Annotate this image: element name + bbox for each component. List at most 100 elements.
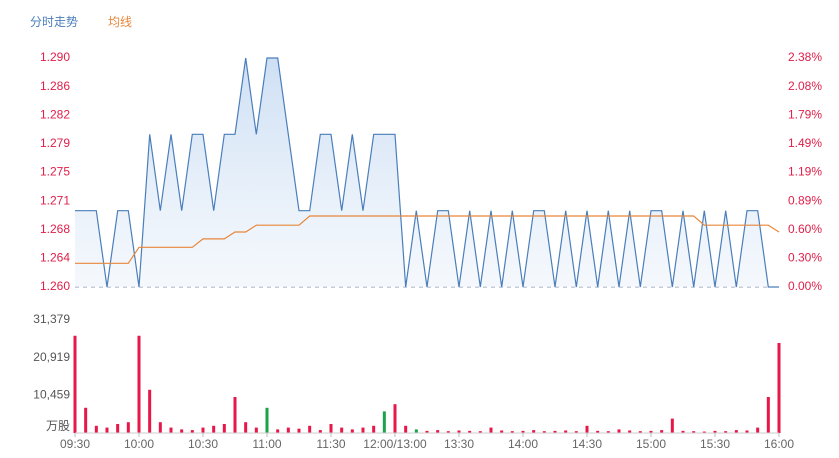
volume-bar <box>489 427 493 433</box>
x-tick-label: 12:00/13:00 <box>363 437 427 451</box>
volume-bar <box>564 430 568 433</box>
y2-tick-label: 1.19% <box>788 165 822 179</box>
volume-bar <box>702 431 706 433</box>
volume-bar <box>126 422 130 433</box>
volume-bar <box>542 431 546 433</box>
volume-tick-label: 10,459 <box>33 388 70 402</box>
y2-tick-label: 2.08% <box>788 79 822 93</box>
volume-bar <box>649 430 653 433</box>
volume-bar <box>190 430 194 433</box>
volume-bar <box>745 430 749 433</box>
volume-bar <box>670 418 674 433</box>
volume-bar <box>158 422 162 433</box>
volume-bar <box>265 407 269 433</box>
volume-bar <box>681 430 685 433</box>
x-tick-label: 16:00 <box>764 437 794 451</box>
volume-bar <box>436 430 440 433</box>
y-tick-label: 1.264 <box>40 251 70 265</box>
volume-bar <box>660 430 664 433</box>
volume-bar <box>73 335 77 433</box>
volume-bar <box>425 430 429 433</box>
volume-bar <box>500 430 504 433</box>
volume-bar <box>148 389 152 433</box>
y-tick-label: 1.268 <box>40 222 70 236</box>
y2-tick-label: 0.60% <box>788 222 822 236</box>
volume-bar <box>361 427 365 433</box>
volume-bar <box>638 431 642 433</box>
volume-bar <box>734 430 738 433</box>
x-tick-label: 09:30 <box>60 437 90 451</box>
x-tick-label: 10:00 <box>124 437 154 451</box>
volume-tick-label: 万股 <box>46 419 70 433</box>
y-tick-label: 1.271 <box>40 193 70 207</box>
x-tick-label: 10:30 <box>188 437 218 451</box>
y2-tick-label: 1.79% <box>788 107 822 121</box>
volume-bar <box>713 430 717 433</box>
volume-bar <box>777 342 781 433</box>
x-tick-label: 15:00 <box>636 437 666 451</box>
y-tick-label: 1.290 <box>40 50 70 64</box>
volume-bar <box>201 427 205 433</box>
volume-bar <box>414 429 418 433</box>
volume-bar <box>84 407 88 433</box>
volume-bar <box>457 430 461 433</box>
volume-tick-label: 31,379 <box>33 312 70 326</box>
legend-item: 分时走势 <box>30 15 78 29</box>
y-tick-label: 1.282 <box>40 107 70 121</box>
volume-bar <box>116 423 120 433</box>
volume-bar <box>382 411 386 433</box>
x-tick-label: 11:30 <box>316 437 345 451</box>
x-tick-label: 14:30 <box>572 437 602 451</box>
y-tick-label: 1.260 <box>40 279 70 293</box>
volume-bar <box>350 429 354 433</box>
volume-bar <box>276 429 280 433</box>
volume-bar <box>169 427 173 433</box>
y-tick-label: 1.286 <box>40 79 70 93</box>
volume-bar <box>254 427 258 433</box>
volume-bar <box>596 430 600 433</box>
y2-tick-label: 0.30% <box>788 251 822 265</box>
volume-bar <box>692 431 696 433</box>
volume-bar <box>222 423 226 433</box>
volume-bar <box>94 425 98 433</box>
y2-tick-label: 0.89% <box>788 193 822 207</box>
volume-bar <box>318 430 322 433</box>
y2-tick-label: 1.49% <box>788 136 822 150</box>
y-tick-label: 1.279 <box>40 136 70 150</box>
price-area <box>75 58 779 287</box>
volume-bar <box>574 431 578 433</box>
volume-bar <box>724 431 728 433</box>
average-line <box>75 215 780 264</box>
volume-bar <box>308 425 312 433</box>
volume-bar <box>404 425 408 433</box>
volume-bar <box>532 430 536 433</box>
volume-bar <box>606 431 610 433</box>
y2-tick-label: 0.00% <box>788 279 822 293</box>
volume-bar <box>233 396 237 433</box>
volume-bar <box>329 423 333 433</box>
x-tick-label: 13:30 <box>444 437 474 451</box>
volume-bar <box>446 431 450 433</box>
volume-bar <box>766 396 770 433</box>
volume-bar <box>244 422 248 433</box>
volume-bar <box>553 430 557 433</box>
price-line <box>75 57 779 288</box>
x-tick-label: 11:00 <box>252 437 281 451</box>
volume-bar <box>212 425 216 433</box>
y2-tick-label: 2.38% <box>788 50 822 64</box>
volume-bar <box>286 427 290 433</box>
volume-bar <box>340 427 344 433</box>
legend-item: 均线 <box>108 15 132 29</box>
volume-bar <box>180 429 184 433</box>
volume-bar <box>105 427 109 433</box>
volume-bar <box>468 430 472 433</box>
volume-bar <box>585 425 589 433</box>
volume-bar <box>137 335 141 433</box>
volume-bar <box>393 404 397 433</box>
volume-tick-label: 20,919 <box>33 350 70 364</box>
volume-bar <box>372 425 376 433</box>
volume-bar <box>510 431 514 433</box>
x-tick-label: 14:00 <box>508 437 538 451</box>
volume-bar <box>521 430 525 433</box>
